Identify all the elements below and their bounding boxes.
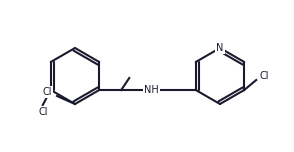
Text: Cl: Cl <box>260 71 269 81</box>
Text: Cl: Cl <box>38 107 48 117</box>
Text: NH: NH <box>144 85 159 95</box>
Text: N: N <box>216 43 224 53</box>
Text: Cl: Cl <box>42 87 52 97</box>
